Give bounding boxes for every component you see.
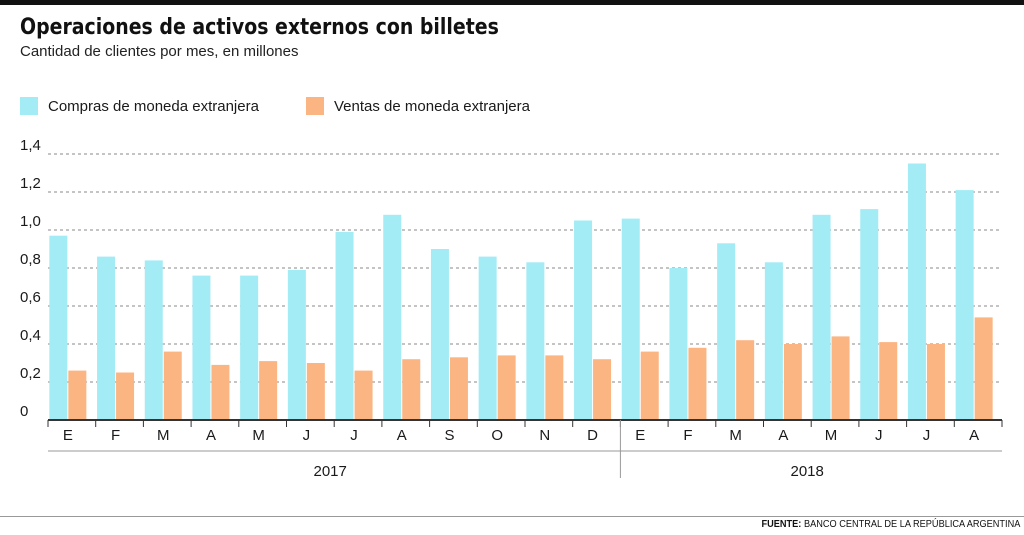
x-tick-label: F — [111, 427, 120, 444]
y-tick-label: 0,6 — [20, 289, 41, 306]
x-tick-label: J — [350, 427, 358, 444]
bar-ventas — [306, 363, 325, 420]
bar-ventas — [259, 361, 278, 420]
bar-ventas — [926, 344, 945, 420]
bar-ventas — [831, 336, 850, 420]
bar-chart: 0 0,2 0,4 0,6 0,8 1,0 1,2 1,4 E F M A M J J A S O N D E F M A M J… — [20, 137, 1003, 480]
bar-compras — [478, 256, 497, 420]
source-text: BANCO CENTRAL DE LA REPÚBLICA ARGENTINA — [803, 519, 1020, 530]
bar-ventas — [974, 317, 993, 420]
bar-compras — [335, 231, 354, 420]
bar-ventas — [354, 370, 373, 420]
bar-ventas — [402, 359, 421, 420]
bar-compras — [860, 209, 879, 420]
group-label: 2018 — [791, 463, 824, 480]
bar-compras — [49, 235, 68, 420]
x-tick-label: M — [157, 427, 170, 444]
bar-compras — [621, 218, 640, 420]
legend-swatch-ventas — [306, 97, 324, 115]
bar-ventas — [545, 355, 564, 420]
bar-ventas — [593, 359, 612, 420]
x-tick-label: E — [635, 427, 645, 444]
bar-ventas — [640, 351, 659, 420]
x-tick-label: M — [252, 427, 265, 444]
y-tick-label: 0,8 — [20, 251, 41, 268]
chart-title: Operaciones de activos externos con bill… — [20, 15, 499, 40]
bar-compras — [717, 243, 736, 420]
bar-compras — [430, 249, 449, 420]
x-tick-label: M — [825, 427, 838, 444]
x-tick-label: J — [303, 427, 311, 444]
bar-compras — [287, 269, 306, 420]
x-tick-label: M — [729, 427, 742, 444]
y-tick-label: 1,4 — [20, 137, 41, 154]
legend-swatch-compras — [20, 97, 38, 115]
bar-compras — [192, 275, 211, 420]
bar-ventas — [688, 347, 707, 420]
bar-compras — [383, 214, 402, 420]
group-label: 2017 — [314, 463, 347, 480]
bar-compras — [144, 260, 163, 420]
bar-ventas — [783, 344, 802, 420]
source-label: FUENTE: — [761, 519, 802, 530]
footer-rule — [0, 516, 1024, 517]
x-tick-label: A — [778, 427, 788, 444]
legend-label-ventas: Ventas de moneda extranjera — [334, 98, 530, 115]
x-tick-label: D — [587, 427, 598, 444]
y-tick-label: 1,2 — [20, 175, 41, 192]
top-rule — [0, 0, 1024, 5]
bar-compras — [574, 220, 593, 420]
bar-ventas — [497, 355, 516, 420]
bar-compras — [669, 268, 688, 420]
y-tick-label: 0,2 — [20, 365, 41, 382]
bar-ventas — [211, 364, 230, 420]
bar-ventas — [879, 342, 898, 420]
bar-ventas — [449, 357, 468, 420]
bar-ventas — [116, 372, 135, 420]
x-tick-label: N — [539, 427, 550, 444]
bar-ventas — [163, 351, 182, 420]
bar-compras — [955, 190, 974, 420]
bar-compras — [526, 262, 545, 420]
y-tick-label: 0 — [20, 403, 28, 420]
x-tick-label: A — [969, 427, 979, 444]
legend-label-compras: Compras de moneda extranjera — [48, 98, 259, 115]
bar-compras — [812, 214, 831, 420]
x-tick-label: A — [206, 427, 216, 444]
bar-compras — [764, 262, 783, 420]
x-tick-label: J — [875, 427, 883, 444]
bar-compras — [240, 275, 259, 420]
x-tick-label: O — [491, 427, 503, 444]
x-tick-label: E — [63, 427, 73, 444]
bar-ventas — [68, 370, 87, 420]
bar-compras — [907, 163, 926, 420]
x-tick-label: J — [923, 427, 931, 444]
x-tick-label: A — [397, 427, 407, 444]
bar-compras — [97, 256, 116, 420]
chart-subtitle: Cantidad de clientes por mes, en millone… — [20, 43, 299, 60]
y-tick-label: 0,4 — [20, 327, 41, 344]
bar-ventas — [736, 340, 755, 420]
x-tick-label: F — [683, 427, 692, 444]
y-tick-label: 1,0 — [20, 213, 41, 230]
x-tick-label: S — [444, 427, 454, 444]
source-note: FUENTE: BANCO CENTRAL DE LA REPÚBLICA AR… — [761, 519, 1020, 530]
